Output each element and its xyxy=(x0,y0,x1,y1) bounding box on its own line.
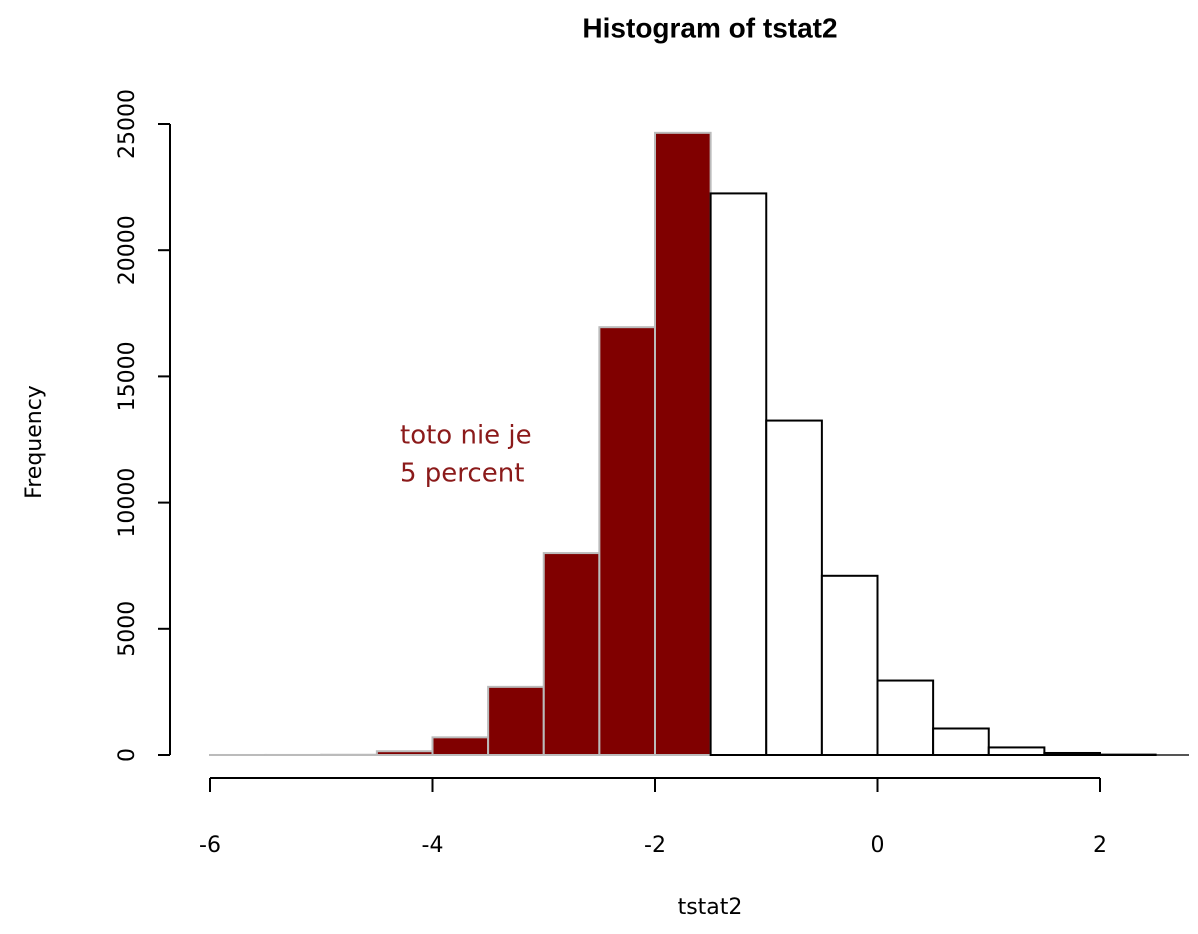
x-axis-label: tstat2 xyxy=(678,895,743,920)
bar xyxy=(431,736,490,756)
bar xyxy=(987,746,1046,756)
annotation: toto nie je xyxy=(400,421,532,451)
bar xyxy=(375,750,434,756)
y-tick-label: 0 xyxy=(115,748,140,762)
y-axis-label: Frequency xyxy=(22,385,47,499)
y-tick-label: 10000 xyxy=(115,468,140,538)
x-tick-label: 2 xyxy=(1093,833,1107,858)
bar xyxy=(1043,751,1101,756)
bar xyxy=(598,326,656,756)
x-tick-label: -6 xyxy=(199,833,221,858)
y-tick-label: 25000 xyxy=(115,89,140,159)
y-tick-label: 15000 xyxy=(115,341,140,411)
bar xyxy=(932,727,990,756)
bar xyxy=(487,685,545,756)
y-tick-label: 20000 xyxy=(115,215,140,285)
x-tick-label: 0 xyxy=(871,833,885,858)
annotation: 5 percent xyxy=(400,459,524,489)
chart-title: Histogram of tstat2 xyxy=(582,12,837,43)
bar xyxy=(654,131,712,757)
bar xyxy=(765,419,823,756)
bar xyxy=(542,552,601,757)
x-tick-label: -2 xyxy=(644,833,666,858)
x-tick-label: -4 xyxy=(422,833,444,858)
bar xyxy=(876,679,935,756)
y-tick-label: 5000 xyxy=(115,601,140,657)
bar xyxy=(709,192,768,757)
bar xyxy=(820,574,879,757)
